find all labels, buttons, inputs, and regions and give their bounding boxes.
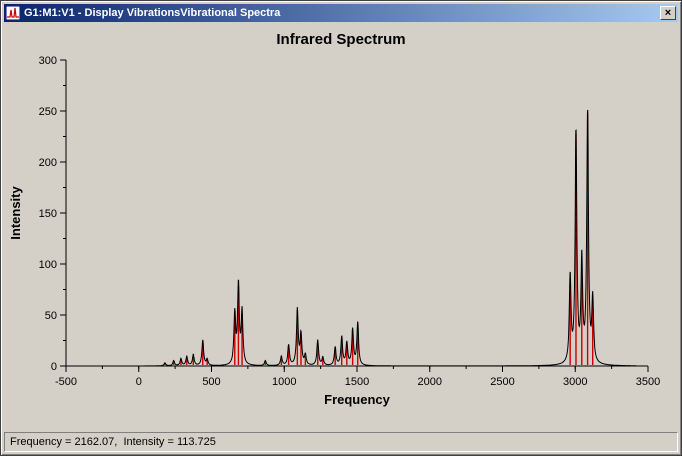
svg-text:Intensity: Intensity	[8, 186, 23, 240]
status-bar: Frequency = 2162.07, Intensity = 113.725	[4, 432, 678, 452]
chart-area: Infrared Spectrum -500 0 500 1000 1500 2000 25…	[4, 22, 678, 431]
svg-text:150: 150	[39, 208, 57, 220]
svg-text:0: 0	[51, 361, 57, 373]
svg-text:1500: 1500	[345, 376, 369, 388]
svg-text:300: 300	[39, 55, 57, 67]
svg-text:50: 50	[45, 310, 57, 322]
svg-text:500: 500	[202, 376, 220, 388]
title-bar[interactable]: G1:M1:V1 - Display VibrationsVibrational…	[4, 4, 678, 22]
svg-text:200: 200	[39, 157, 57, 169]
svg-text:2500: 2500	[490, 376, 514, 388]
app-icon-graphic	[6, 6, 20, 20]
close-button[interactable]: ×	[660, 6, 676, 20]
svg-text:3000: 3000	[563, 376, 587, 388]
status-text: Frequency = 2162.07, Intensity = 113.725	[10, 436, 216, 448]
window-title: G1:M1:V1 - Display VibrationsVibrational…	[24, 7, 281, 19]
app-icon[interactable]	[6, 6, 20, 20]
svg-text:-500: -500	[55, 376, 77, 388]
svg-text:250: 250	[39, 106, 57, 118]
svg-text:2000: 2000	[418, 376, 442, 388]
spectrum-plot[interactable]: -500 0 500 1000 1500 2000 2500 3000 3500 0 50 100 15…	[4, 50, 678, 422]
chart-title: Infrared Spectrum	[276, 31, 406, 48]
close-icon: ×	[664, 7, 672, 19]
svg-text:3500: 3500	[636, 376, 660, 388]
svg-text:100: 100	[39, 259, 57, 271]
svg-text:Frequency: Frequency	[324, 392, 391, 407]
svg-text:1000: 1000	[272, 376, 296, 388]
svg-text:0: 0	[136, 376, 142, 388]
